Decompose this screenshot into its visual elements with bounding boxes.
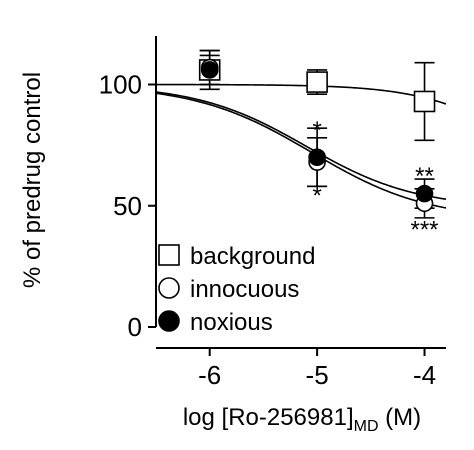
significance-annotations: ******* (312, 117, 438, 243)
x-tick-label: -4 (413, 360, 436, 390)
legend-square-open-icon (158, 244, 180, 266)
y-tick-label: 50 (113, 191, 142, 221)
data-point-background (306, 71, 328, 93)
x-axis-title: log [Ro-256981]MD (M) (183, 404, 421, 435)
x-tick-label: -6 (198, 360, 221, 390)
legend-label-background: background (190, 243, 315, 270)
legend-item-noxious: noxious (158, 309, 273, 336)
legend-circle-open-icon (158, 277, 180, 299)
y-tick-label: 100 (99, 70, 142, 100)
data-markers (198, 49, 436, 219)
axes: 0 50 100 -6 -5 -4 (99, 36, 446, 390)
fit-curve-innocuous (155, 92, 447, 209)
data-point-noxious (200, 61, 219, 79)
legend-label-noxious: noxious (190, 309, 273, 336)
y-tick-label: 0 (128, 312, 142, 342)
fit-curve-noxious (155, 91, 447, 200)
data-point-noxious (308, 148, 326, 167)
significance-label: * (312, 117, 321, 144)
legend-circle-filled-icon (158, 310, 180, 332)
legend-label-innocuous: innocuous (190, 276, 299, 303)
x-axis-title-unit: (M) (379, 404, 422, 431)
x-tick-label: -5 (306, 360, 329, 390)
legend: background innocuous noxious (158, 243, 315, 336)
legend-item-innocuous: innocuous (158, 276, 299, 303)
legend-item-background: background (158, 243, 315, 270)
x-axis-title-main: log [Ro-256981] (183, 404, 354, 431)
data-point-background (413, 90, 436, 113)
x-axis-title-subscript: MD (354, 418, 379, 435)
data-point-noxious (415, 184, 434, 203)
significance-label: * (312, 183, 321, 210)
significance-label: ** (415, 163, 434, 190)
y-axis-title: % of predrug control (19, 72, 46, 288)
significance-label: *** (411, 217, 439, 244)
plot-area (155, 83, 447, 209)
